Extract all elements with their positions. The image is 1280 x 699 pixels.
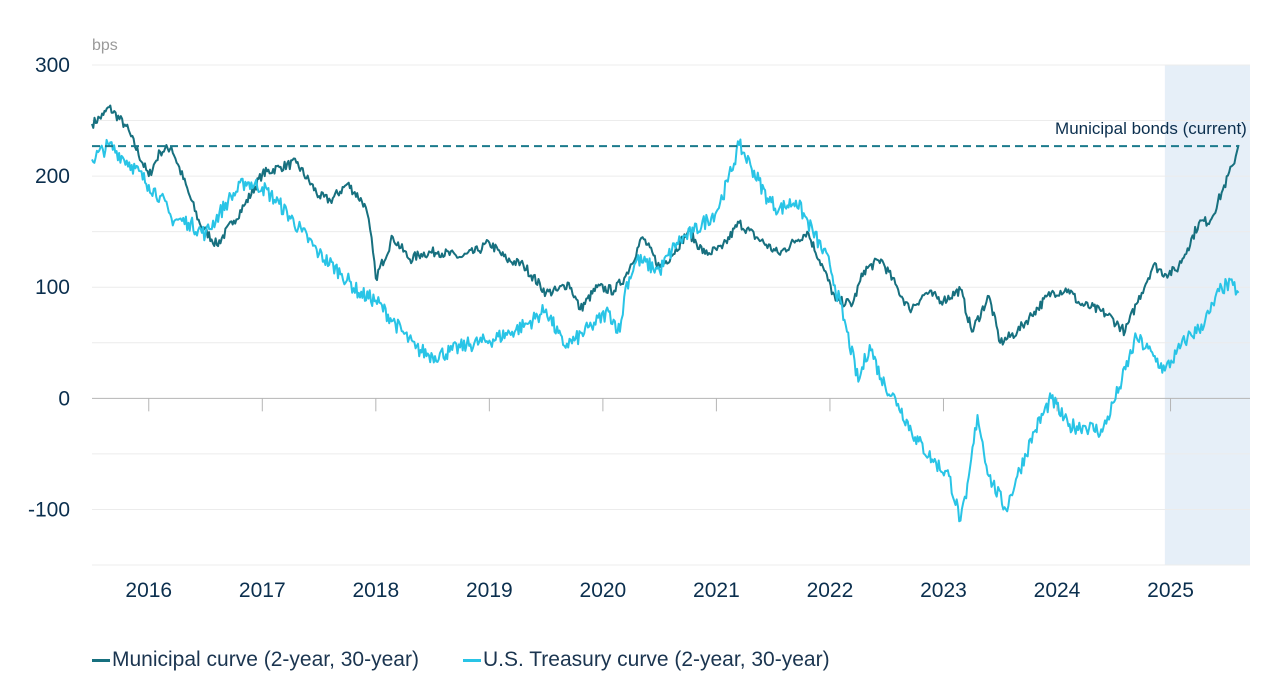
highlight-region [1164,65,1250,565]
x-tick-label: 2017 [239,579,286,602]
series-line-municipal [91,104,1240,346]
y-tick-label: 300 [35,54,70,77]
x-tick-label: 2024 [1034,579,1081,602]
legend-swatch-municipal [92,658,110,662]
x-tick-label: 2016 [125,579,172,602]
series-lines [91,104,1240,523]
y-tick-label: 200 [35,165,70,188]
legend-item-treasury: U.S. Treasury curve (2-year, 30-year) [462,648,830,672]
legend-label-treasury: U.S. Treasury curve (2-year, 30-year) [482,648,830,671]
series-line-treasury [91,138,1240,523]
y-tick-label: -100 [28,498,70,521]
legend-item-municipal: Municipal curve (2-year, 30-year) [92,648,419,672]
legend-swatch-treasury [462,658,481,662]
legend: Municipal curve (2-year, 30-year) U.S. T… [92,648,830,672]
x-tick-label: 2021 [693,579,740,602]
legend-label-municipal: Municipal curve (2-year, 30-year) [112,648,419,671]
y-unit-label: bps [92,37,118,54]
y-axis: 300 200 100 0 -100 [28,54,70,521]
x-tick-label: 2023 [920,579,967,602]
x-tick-label: 2025 [1147,579,1194,602]
gridlines [92,64,1250,566]
x-tick-label: 2022 [807,579,854,602]
y-tick-label: 100 [35,276,70,299]
x-tick-label: 2018 [352,579,399,602]
reference-line-label: Municipal bonds (current) [1055,119,1247,138]
x-tick-label: 2019 [466,579,513,602]
x-tick-label: 2020 [580,579,627,602]
x-axis: 2016 2017 2018 2019 2020 2021 2022 2023 2024 2025 [92,397,1250,602]
y-tick-label: 0 [58,387,70,410]
